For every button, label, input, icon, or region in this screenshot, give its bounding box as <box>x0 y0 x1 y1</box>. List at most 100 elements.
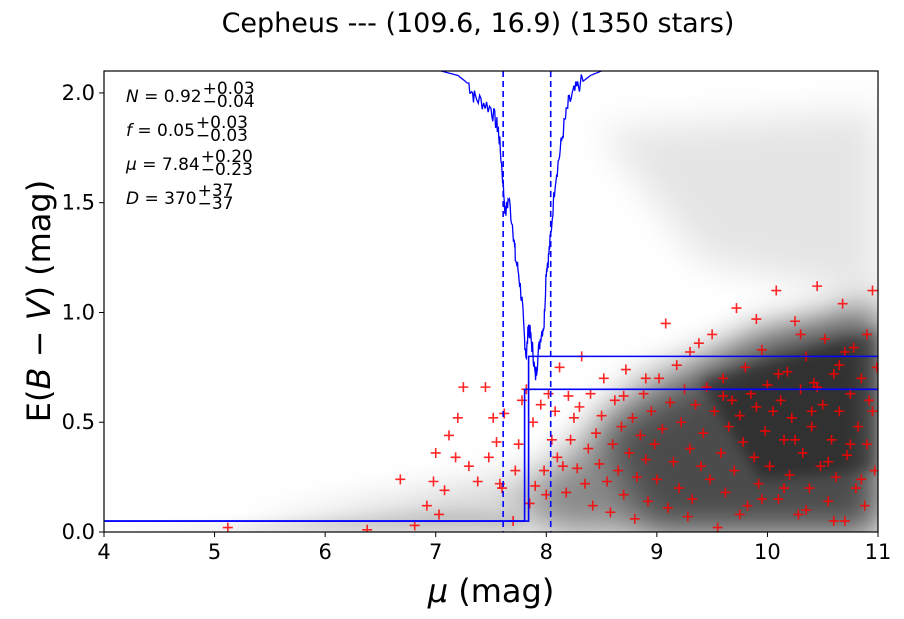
reddening-model <box>104 71 878 532</box>
star-marker <box>850 483 861 494</box>
star-marker <box>579 478 590 489</box>
star-marker <box>616 421 627 432</box>
star-marker <box>222 522 233 532</box>
star-marker <box>756 344 767 355</box>
fit-parameter: f = 0.05 <box>126 121 195 141</box>
star-marker <box>715 447 726 458</box>
star-marker <box>690 399 701 410</box>
star-marker <box>557 461 568 472</box>
star-marker <box>665 397 676 408</box>
star-marker <box>718 390 729 401</box>
star-marker <box>497 483 508 494</box>
star-marker <box>513 439 524 450</box>
star-marker <box>775 395 786 406</box>
star-marker <box>671 360 682 371</box>
star-marker <box>701 382 712 393</box>
y-tick-label: 0.5 <box>62 410 95 434</box>
fit-parameter-upper-error: +37 <box>198 181 234 201</box>
star-marker <box>828 516 839 527</box>
star-marker <box>869 465 878 476</box>
star-marker <box>618 489 629 500</box>
probability-line <box>441 71 602 381</box>
star-marker <box>673 483 684 494</box>
fit-parameter-lower-error: −0.03 <box>196 126 248 146</box>
star-marker <box>654 373 665 384</box>
fit-parameters: N = 0.92 +0.03−0.04f = 0.05 +0.03−0.03μ = … <box>125 79 255 214</box>
star-marker <box>756 494 767 505</box>
star-marker <box>859 500 870 511</box>
y-axis: 0.0 0.5 1.0 1.5 2.0 <box>62 81 104 544</box>
star-marker <box>812 382 823 393</box>
star-marker <box>707 329 718 340</box>
fit-parameter-upper-error: +0.20 <box>201 147 253 167</box>
star-marker <box>563 390 574 401</box>
star-marker <box>395 474 406 485</box>
star-marker <box>867 406 878 417</box>
star-marker <box>609 395 620 406</box>
star-marker <box>596 410 607 421</box>
star-marker <box>753 478 764 489</box>
star-marker <box>830 472 841 483</box>
star-marker <box>613 465 624 476</box>
star-marker <box>812 281 823 292</box>
star-marker <box>782 366 793 377</box>
chart-title: Cepheus --- (109.6, 16.9) (1350 stars) <box>222 8 735 39</box>
star-marker <box>434 509 445 520</box>
star-marker <box>867 285 878 296</box>
star-marker <box>543 388 554 399</box>
star-marker <box>823 456 834 467</box>
star-marker <box>817 399 828 410</box>
star-marker <box>594 458 605 469</box>
star-marker <box>839 346 850 357</box>
star-marker <box>828 368 839 379</box>
star-marker <box>552 452 563 463</box>
star-marker <box>646 406 657 417</box>
star-marker <box>793 509 804 520</box>
star-marker <box>530 480 541 491</box>
star-marker <box>443 430 454 441</box>
star-marker <box>795 329 806 340</box>
star-marker <box>535 399 546 410</box>
star-marker <box>528 417 539 428</box>
star-marker <box>790 434 801 445</box>
star-marker <box>458 382 469 393</box>
star-marker <box>720 487 731 498</box>
star-marker <box>819 333 830 344</box>
star-marker <box>651 474 662 485</box>
star-marker <box>627 412 638 423</box>
star-marker <box>430 447 441 458</box>
x-axis-label: μ (mag) <box>427 572 555 610</box>
star-marker <box>554 362 565 373</box>
star-marker <box>649 439 660 450</box>
star-marker <box>428 476 439 487</box>
star-marker <box>660 318 671 329</box>
star-marker <box>704 474 715 485</box>
star-marker <box>804 483 815 494</box>
star-marker <box>806 421 817 432</box>
star-marker <box>568 412 579 423</box>
star-marker <box>738 436 749 447</box>
star-marker <box>631 472 642 483</box>
star-marker <box>856 373 867 384</box>
model-lower-line <box>104 388 878 522</box>
y-tick-label: 1.5 <box>62 191 95 215</box>
x-tick-label: 11 <box>865 540 892 564</box>
star-marker <box>740 362 751 373</box>
star-marker <box>784 469 795 480</box>
star-marker <box>362 524 373 532</box>
star-marker <box>845 439 856 450</box>
star-marker <box>790 316 801 327</box>
star-marker <box>561 487 572 498</box>
star-marker <box>439 485 450 496</box>
star-marker <box>751 401 762 412</box>
star-marker <box>524 498 535 509</box>
star-marker <box>826 434 837 445</box>
star-marker <box>845 388 856 399</box>
star-marker <box>797 447 808 458</box>
star-marker <box>734 410 745 421</box>
star-marker <box>709 406 720 417</box>
star-marker <box>565 434 576 445</box>
star-marker <box>742 500 753 511</box>
star-marker <box>786 412 797 423</box>
